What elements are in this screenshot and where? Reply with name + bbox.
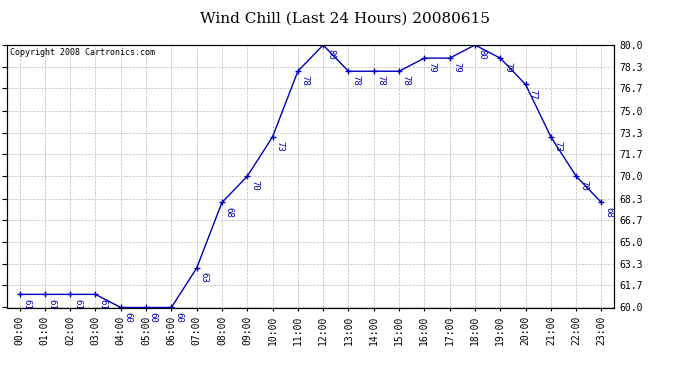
Text: 80: 80 bbox=[477, 49, 486, 60]
Text: 78: 78 bbox=[377, 75, 386, 86]
Text: 63: 63 bbox=[199, 272, 208, 283]
Text: 79: 79 bbox=[503, 62, 512, 73]
Text: Copyright 2008 Cartronics.com: Copyright 2008 Cartronics.com bbox=[10, 48, 155, 57]
Text: 73: 73 bbox=[553, 141, 562, 152]
Text: 60: 60 bbox=[149, 312, 158, 322]
Text: 61: 61 bbox=[48, 298, 57, 309]
Text: 78: 78 bbox=[301, 75, 310, 86]
Text: 61: 61 bbox=[22, 298, 31, 309]
Text: 73: 73 bbox=[275, 141, 284, 152]
Text: 79: 79 bbox=[427, 62, 436, 73]
Text: 70: 70 bbox=[250, 180, 259, 191]
Text: 80: 80 bbox=[326, 49, 335, 60]
Text: 78: 78 bbox=[402, 75, 411, 86]
Text: 70: 70 bbox=[579, 180, 588, 191]
Text: 60: 60 bbox=[124, 312, 132, 322]
Text: 60: 60 bbox=[174, 312, 183, 322]
Text: 61: 61 bbox=[73, 298, 82, 309]
Text: 77: 77 bbox=[529, 88, 538, 99]
Text: 78: 78 bbox=[351, 75, 360, 86]
Text: 68: 68 bbox=[225, 207, 234, 218]
Text: 79: 79 bbox=[453, 62, 462, 73]
Text: Wind Chill (Last 24 Hours) 20080615: Wind Chill (Last 24 Hours) 20080615 bbox=[200, 11, 490, 25]
Text: 68: 68 bbox=[604, 207, 613, 218]
Text: 61: 61 bbox=[98, 298, 107, 309]
